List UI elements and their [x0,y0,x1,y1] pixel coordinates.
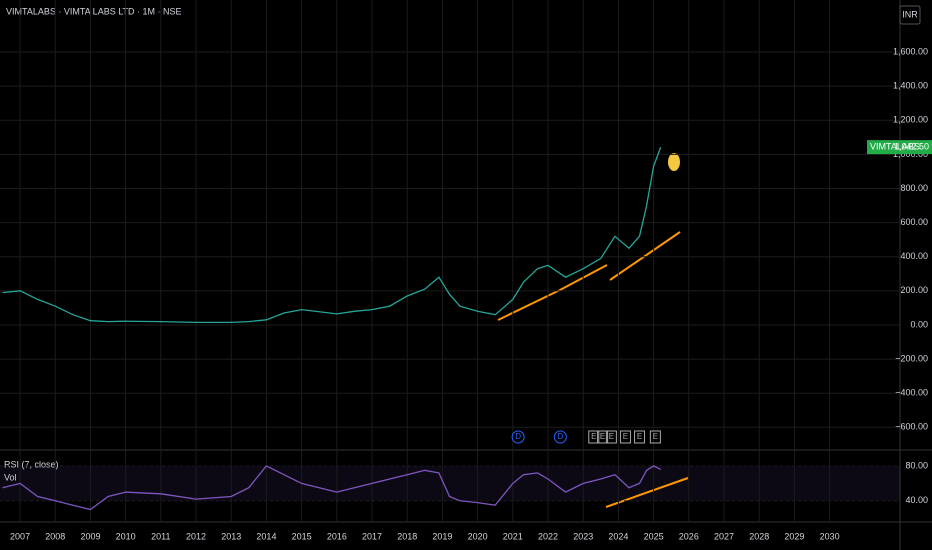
x-tick-label: 2008 [45,531,65,541]
price-line [2,465,661,511]
y-tick-label: 400.00 [900,251,928,261]
x-tick-label: 2017 [362,531,382,541]
x-tick-label: 2023 [573,531,593,541]
rsi-band [0,466,900,501]
x-tick-label: 2026 [679,531,699,541]
x-tick-label: 2027 [714,531,734,541]
chart-title: VIMTALABS · VIMTA LABS LTD · 1M · NSE [6,6,182,16]
price-line [2,146,662,324]
x-tick-label: 2012 [186,531,206,541]
rsi-trendline [605,477,689,508]
trendline [497,289,561,321]
last-value-name: VIMTALABS [870,142,920,152]
x-tick-label: 2013 [221,531,241,541]
x-tick-label: 2030 [820,531,840,541]
y-tick-label: 600.00 [900,217,928,227]
event-marker [619,430,631,444]
currency-box [899,5,921,25]
event-marker [588,430,600,444]
x-tick-label: 2007 [10,531,30,541]
y-tick-label: 800.00 [900,183,928,193]
y-tick-label: 200.00 [900,285,928,295]
y-tick-label: −200.00 [895,353,928,363]
y-tick-label: 0.00 [910,319,928,329]
y-tick-label: 40.00 [905,495,928,505]
x-tick-label: 2028 [749,531,769,541]
trendline [609,231,681,281]
highlight [668,153,680,171]
y-tick-label: −400.00 [895,388,928,398]
x-tick-label: 2015 [292,531,312,541]
x-tick-label: 2021 [503,531,523,541]
last-value-label: 1,042.50 [894,142,929,152]
x-tick-label: 2029 [784,531,804,541]
x-tick-label: 2024 [608,531,628,541]
x-tick-label: 2011 [151,531,170,541]
event-label: D [557,432,563,441]
event-label: D [515,432,521,441]
currency: INR [902,9,918,19]
x-tick-label: 2025 [644,531,664,541]
event-marker [511,430,525,444]
event-label: E [623,432,628,441]
event-label: E [609,432,614,441]
event-marker [553,430,567,444]
y-tick-label: 80.00 [905,460,928,470]
x-tick-label: 2014 [256,531,276,541]
rsi-title: RSI (7, close) [4,459,59,469]
event-marker [649,430,661,444]
last-value-box [867,140,932,155]
vol-title: Vol [4,472,17,482]
x-tick-label: 2020 [468,531,488,541]
y-tick-label: −600.00 [895,422,928,432]
x-tick-label: 2019 [432,531,452,541]
event-marker [605,430,617,444]
event-label: E [600,432,605,441]
x-tick-label: 2022 [538,531,558,541]
y-tick-label: 1,200.00 [893,115,928,125]
x-tick-label: 2018 [397,531,417,541]
event-marker [597,430,609,444]
x-tick-label: 2010 [116,531,136,541]
x-tick-label: 2009 [80,531,100,541]
y-tick-label: 1,400.00 [893,81,928,91]
event-label: E [637,432,642,441]
event-marker [634,430,646,444]
x-tick-label: 2016 [327,531,347,541]
y-tick-label: 1,600.00 [893,46,928,56]
event-label: E [653,432,658,441]
event-label: E [591,432,596,441]
